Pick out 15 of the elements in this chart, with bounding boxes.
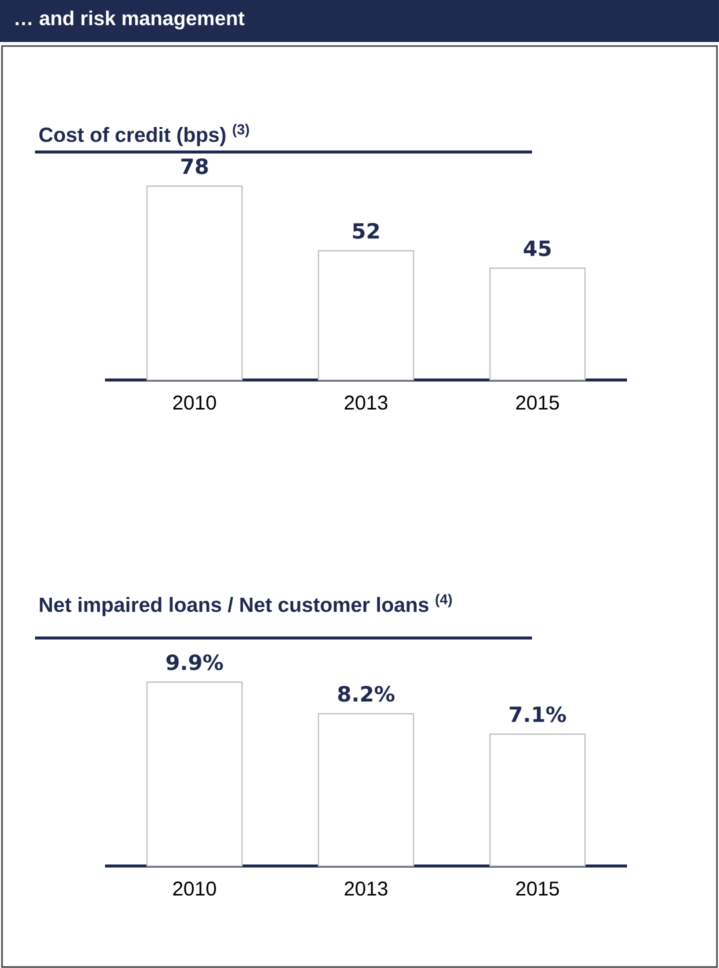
x-tick-label: 2010	[173, 882, 216, 896]
data-label: 52	[353, 222, 379, 239]
data-label: 9.9%	[166, 654, 223, 670]
x-tick-label: 2015	[516, 396, 559, 410]
data-label: 7.1%	[510, 706, 566, 722]
x-tick-label: 2013	[344, 396, 388, 410]
chart-subtitle: Cost of credit (bps) $^{(3)}$	[39, 124, 249, 146]
x-tick-label: 2015	[516, 882, 559, 896]
data-label: 78	[181, 158, 208, 174]
chart-title: Net impaired loans / Net customer loans $^{(4)}$	[40, 594, 452, 616]
x-tick-label: 2013	[344, 882, 388, 896]
x-tick-label: 2010	[173, 396, 216, 410]
data-label: 8.2%	[338, 686, 394, 702]
data-label: 45	[524, 240, 551, 256]
chart-title: … and risk management	[16, 10, 244, 30]
